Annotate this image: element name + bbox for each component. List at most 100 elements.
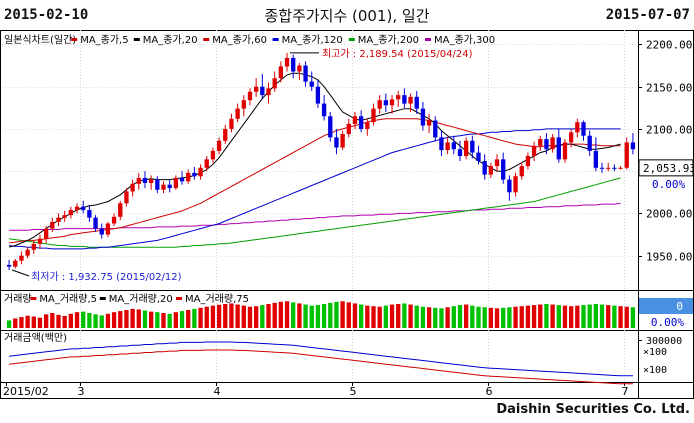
legend-price-item: MA_종가,60: [212, 34, 267, 46]
x-tick-label: 3: [78, 385, 85, 398]
volume-bar: [445, 307, 450, 328]
legend-price-item: MA_종가,5: [80, 34, 128, 46]
candle-body: [6, 264, 12, 267]
candle-body: [550, 137, 555, 150]
volume-bar: [519, 306, 524, 328]
candle-body: [494, 159, 500, 167]
volume-bar: [204, 306, 209, 328]
volume-bar: [210, 305, 216, 328]
volume-bar: [229, 303, 234, 328]
volume-bar: [525, 305, 531, 328]
volume-bar: [192, 308, 197, 328]
ma60-line: [9, 118, 621, 244]
volume-bar: [155, 312, 160, 328]
volume-bar: [124, 310, 129, 328]
candle-body: [56, 217, 61, 222]
volume-bar: [482, 307, 487, 328]
volume-bar: [550, 304, 555, 328]
legend-swatch: [99, 297, 106, 300]
candle-body: [37, 238, 43, 244]
candle-body: [618, 167, 623, 169]
volume-bar: [501, 307, 506, 328]
volume-bar: [612, 305, 617, 328]
candle-body: [223, 128, 228, 141]
volume-bar: [266, 304, 271, 328]
candle-body: [599, 167, 605, 169]
candle-body: [229, 118, 234, 129]
volume-bar: [278, 301, 284, 328]
volume-bar: [284, 301, 290, 328]
volume-bar: [179, 311, 185, 328]
volume-bar: [476, 306, 481, 328]
volume-bar: [272, 302, 277, 328]
volume-bar: [31, 316, 36, 328]
volume-bar: [142, 310, 148, 328]
candle-body: [173, 177, 179, 189]
volume-bar: [587, 304, 592, 328]
candle-body: [124, 191, 129, 204]
volume-bar: [562, 305, 568, 328]
volume-bar: [396, 304, 401, 328]
volume-bar: [513, 306, 518, 328]
current-price-box: [638, 159, 694, 177]
volume-bar: [408, 304, 413, 328]
volume-bar: [247, 306, 253, 328]
candle-body: [25, 249, 30, 256]
candle-body: [451, 142, 456, 150]
volume-bar: [470, 305, 475, 328]
candle-body: [334, 137, 339, 148]
candle-body: [346, 123, 351, 134]
volume-bar: [630, 307, 636, 328]
legend-swatch: [203, 38, 210, 41]
volume-bar: [544, 304, 549, 328]
candle-body: [593, 150, 599, 168]
legend-swatch: [133, 38, 140, 41]
legend-price-item: MA_종가,20: [143, 34, 198, 46]
volume-bar: [37, 317, 43, 328]
candle-body: [581, 122, 586, 136]
volume-bar: [389, 304, 395, 328]
candle-body: [62, 215, 67, 218]
volume-bar: [105, 313, 111, 328]
candle-body: [470, 140, 475, 153]
volume-change: 0.00%: [651, 316, 684, 329]
candle-body: [556, 137, 561, 160]
candle-body: [74, 206, 80, 211]
price-tick-label: 2200.00: [646, 39, 692, 52]
volume-bar: [118, 311, 123, 328]
legend-price-item: MA_종가,120: [282, 34, 343, 46]
candle-body: [587, 135, 592, 151]
volume-bar: [303, 304, 308, 328]
amount-line: [9, 341, 633, 377]
amount-label: 거래금액(백만): [4, 332, 67, 344]
legend-volume-item: MA_거래량,75: [185, 293, 249, 305]
candle-body: [414, 96, 419, 109]
volume-bar: [507, 307, 512, 328]
volume-bar: [260, 305, 265, 328]
candle-body: [309, 81, 314, 87]
volume-bar: [346, 302, 351, 328]
candle-body: [606, 167, 611, 169]
volume-bar: [340, 301, 345, 328]
volume-bar: [315, 305, 321, 328]
candle-body: [93, 217, 98, 229]
candle-body: [31, 243, 36, 250]
volume-bar: [19, 317, 24, 328]
candle-body: [204, 159, 209, 168]
volume-bar: [371, 306, 376, 328]
volume-bar: [358, 304, 364, 328]
volume-bar: [68, 313, 74, 328]
legend-swatch: [425, 38, 431, 41]
volume-bar: [309, 305, 314, 328]
volume-bar: [426, 307, 432, 328]
candle-body: [519, 166, 524, 177]
volume-bar: [538, 304, 543, 328]
candle-body: [111, 216, 117, 224]
candle-body: [43, 228, 49, 239]
candle-body: [260, 86, 265, 96]
candle-body: [501, 159, 506, 180]
volume-bar: [414, 305, 419, 328]
candle-body: [167, 184, 172, 189]
candle-body: [142, 177, 148, 183]
